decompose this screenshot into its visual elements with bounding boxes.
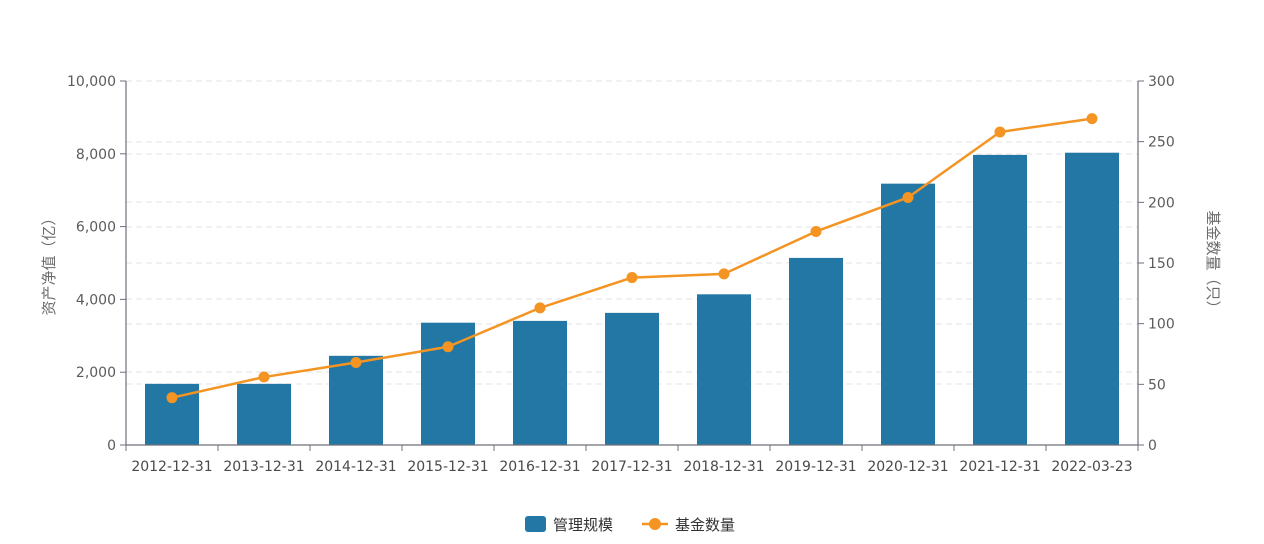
line-point-2021-12-31[interactable] xyxy=(994,126,1006,138)
bar-2013-12-31[interactable] xyxy=(237,383,291,445)
left-tick-label: 0 xyxy=(107,438,116,454)
right-tick-label: 150 xyxy=(1148,256,1175,272)
legend-line-label: 基金数量 xyxy=(675,516,735,534)
legend[interactable]: 管理规模 基金数量 xyxy=(525,516,735,534)
x-tick-label: 2021-12-31 xyxy=(959,459,1040,475)
bars-series xyxy=(145,152,1119,445)
x-tick-label: 2020-12-31 xyxy=(867,459,948,475)
line-point-2017-12-31[interactable] xyxy=(626,272,638,284)
x-tick-label: 2019-12-31 xyxy=(775,459,856,475)
x-tick-label: 2015-12-31 xyxy=(407,459,488,475)
x-tick-label: 2014-12-31 xyxy=(315,459,396,475)
line-point-2020-12-31[interactable] xyxy=(902,191,914,203)
legend-bar-label: 管理规模 xyxy=(553,516,613,534)
bar-2015-12-31[interactable] xyxy=(421,322,475,445)
line-point-2016-12-31[interactable] xyxy=(534,302,546,314)
right-tick-label: 100 xyxy=(1148,317,1175,333)
x-tick-label: 2022-03-23 xyxy=(1051,459,1132,475)
right-tick-label: 50 xyxy=(1148,377,1166,393)
x-tick-label: 2017-12-31 xyxy=(591,459,672,475)
right-tick-label: 250 xyxy=(1148,135,1175,151)
bar-2014-12-31[interactable] xyxy=(329,355,383,445)
line-point-2012-12-31[interactable] xyxy=(166,392,178,404)
x-tick-label: 2013-12-31 xyxy=(223,459,304,475)
bar-2021-12-31[interactable] xyxy=(973,154,1027,445)
left-tick-label: 10,000 xyxy=(67,74,116,90)
line-point-2014-12-31[interactable] xyxy=(350,356,362,368)
bar-2020-12-31[interactable] xyxy=(881,183,935,445)
x-tick-label: 2018-12-31 xyxy=(683,459,764,475)
bar-2018-12-31[interactable] xyxy=(697,294,751,445)
left-axis-title: 资产净值（亿） xyxy=(40,210,58,315)
line-point-2018-12-31[interactable] xyxy=(718,268,730,280)
bar-2019-12-31[interactable] xyxy=(789,257,843,445)
line-point-2019-12-31[interactable] xyxy=(810,225,822,237)
tick-labels: 0 2,000 4,000 6,000 8,000 10,000 0 50 100 150 200 2… xyxy=(67,74,1175,475)
bar-2017-12-31[interactable] xyxy=(605,312,659,445)
bar-2016-12-31[interactable] xyxy=(513,320,567,445)
legend-line-marker xyxy=(649,518,661,530)
right-tick-label: 200 xyxy=(1148,195,1175,211)
line-point-2022-03-23[interactable] xyxy=(1086,113,1098,125)
bar-2022-03-23[interactable] xyxy=(1065,152,1119,445)
left-tick-label: 2,000 xyxy=(76,365,116,381)
right-tick-label: 300 xyxy=(1148,74,1175,90)
line-series xyxy=(166,113,1098,404)
line-point-2015-12-31[interactable] xyxy=(442,341,454,353)
legend-bar-swatch xyxy=(525,516,546,532)
left-tick-label: 4,000 xyxy=(76,292,116,308)
right-axis-title: 基金数量（只） xyxy=(1204,210,1222,315)
legend-item-bar[interactable]: 管理规模 xyxy=(525,516,613,534)
left-tick-label: 6,000 xyxy=(76,220,116,236)
legend-item-line[interactable]: 基金数量 xyxy=(642,516,735,534)
x-tick-label: 2012-12-31 xyxy=(131,459,212,475)
line-point-2013-12-31[interactable] xyxy=(258,371,270,383)
left-tick-label: 8,000 xyxy=(76,147,116,163)
right-tick-label: 0 xyxy=(1148,438,1157,454)
x-tick-label: 2016-12-31 xyxy=(499,459,580,475)
